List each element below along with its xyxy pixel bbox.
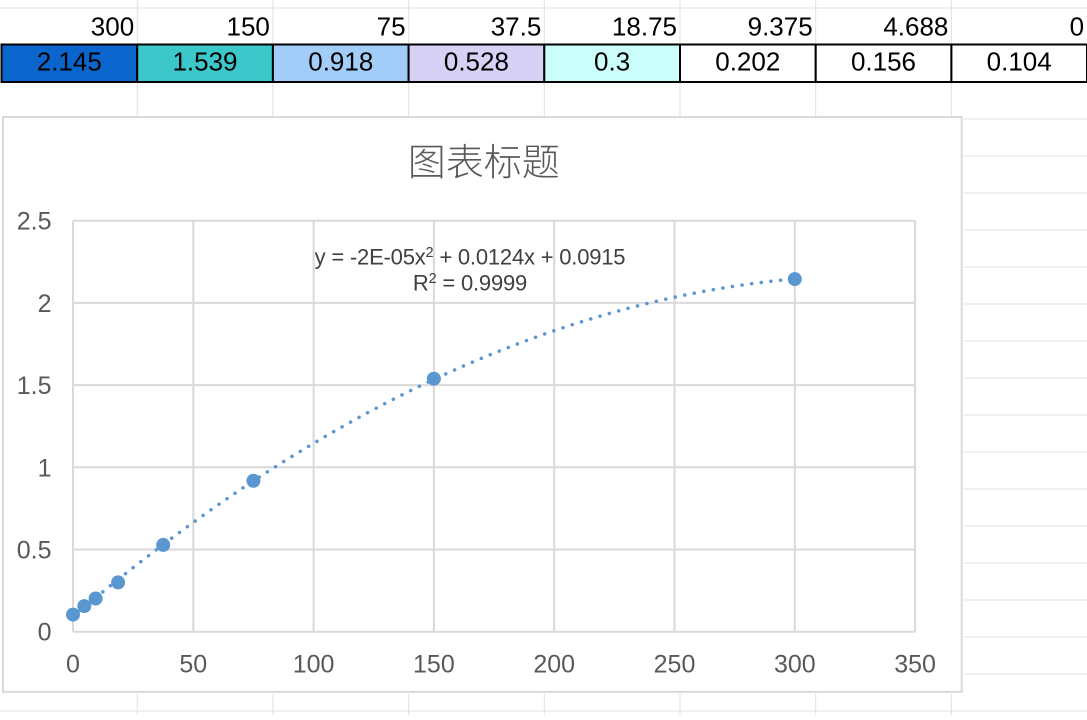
- svg-text:0.104: 0.104: [987, 47, 1052, 77]
- svg-text:0.202: 0.202: [715, 47, 780, 77]
- svg-text:300: 300: [774, 651, 816, 679]
- svg-text:350: 350: [894, 651, 936, 679]
- svg-text:2.5: 2.5: [17, 208, 52, 236]
- svg-text:0.3: 0.3: [594, 47, 630, 77]
- svg-text:300: 300: [91, 12, 134, 42]
- svg-text:0.528: 0.528: [444, 47, 509, 77]
- svg-text:37.5: 37.5: [491, 12, 542, 42]
- svg-text:150: 150: [227, 12, 270, 42]
- svg-text:150: 150: [413, 651, 455, 679]
- svg-text:1: 1: [38, 454, 52, 482]
- svg-text:y = -2E-05x2 + 0.0124x + 0.091: y = -2E-05x2 + 0.0124x + 0.0915: [315, 244, 626, 269]
- svg-text:50: 50: [179, 651, 207, 679]
- svg-text:0: 0: [38, 619, 52, 647]
- svg-text:100: 100: [293, 651, 335, 679]
- svg-text:2: 2: [38, 290, 52, 318]
- svg-text:0: 0: [66, 651, 80, 679]
- svg-text:18.75: 18.75: [612, 12, 677, 42]
- svg-text:1.539: 1.539: [172, 47, 237, 77]
- svg-text:0.156: 0.156: [851, 47, 916, 77]
- svg-text:0: 0: [1070, 12, 1084, 42]
- svg-text:200: 200: [533, 651, 575, 679]
- svg-text:0.918: 0.918: [308, 47, 373, 77]
- svg-text:250: 250: [654, 651, 696, 679]
- svg-text:75: 75: [377, 12, 406, 42]
- svg-text:1.5: 1.5: [17, 372, 52, 400]
- svg-text:0.5: 0.5: [17, 537, 52, 565]
- svg-text:9.375: 9.375: [748, 12, 813, 42]
- svg-text:2.145: 2.145: [37, 47, 102, 77]
- svg-text:4.688: 4.688: [883, 12, 948, 42]
